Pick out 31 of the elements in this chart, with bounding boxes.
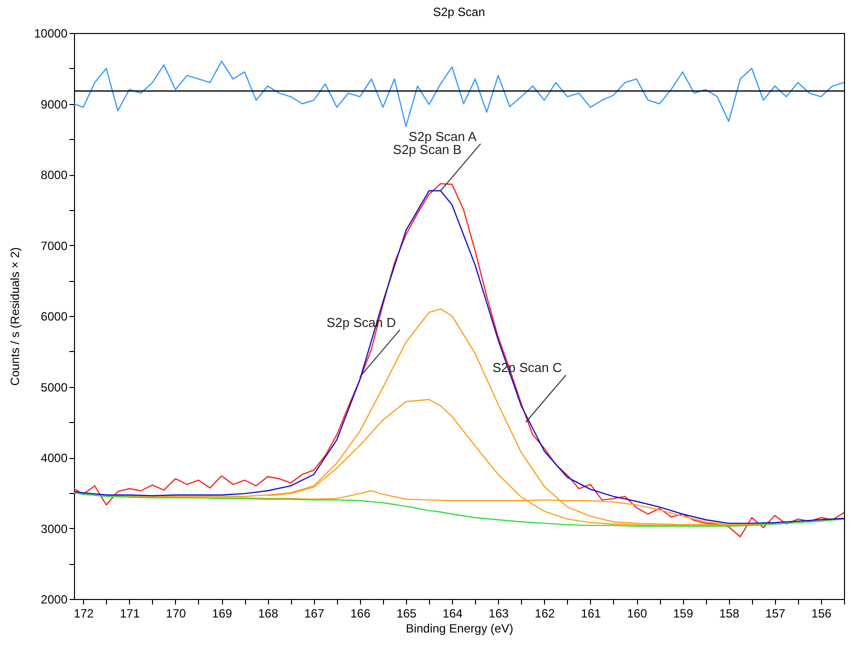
- y-tick-label: 4000: [40, 451, 68, 465]
- x-tick-label: 166: [350, 606, 371, 620]
- x-axis-title: Binding Energy (eV): [406, 622, 514, 636]
- x-tick-label: 159: [673, 606, 694, 620]
- x-tick-label: 163: [488, 606, 510, 620]
- x-tick-label: 167: [304, 606, 325, 620]
- x-tick-label: 170: [166, 606, 186, 620]
- x-tick-label: 162: [534, 606, 556, 620]
- y-tick-label: 8000: [40, 168, 68, 182]
- chart-title: S2p Scan: [432, 5, 486, 19]
- x-tick-label: 160: [627, 606, 648, 620]
- x-tick-label: 158: [719, 606, 740, 620]
- x-tick-label: 165: [396, 606, 417, 620]
- y-tick-label: 10000: [34, 26, 68, 40]
- y-tick-label: 2000: [40, 592, 68, 606]
- x-tick-label: 156: [811, 606, 832, 620]
- y-tick-label: 6000: [40, 310, 68, 324]
- x-tick-label: 161: [580, 606, 602, 620]
- x-tick-label: 168: [258, 606, 278, 620]
- x-tick-label: 172: [74, 606, 94, 620]
- y-tick-label: 9000: [40, 97, 68, 112]
- y-tick-label: 3000: [40, 522, 68, 536]
- y-axis-title: Counts / s (Residuals × 2): [8, 247, 22, 386]
- x-tick-label: 169: [212, 606, 232, 620]
- y-tick-label: 5000: [40, 380, 68, 394]
- annotation: S2p Scan A: [408, 128, 477, 144]
- x-tick-label: 171: [120, 606, 140, 620]
- y-tick-label: 7000: [40, 238, 68, 253]
- x-tick-label: 164: [442, 606, 463, 620]
- annotation: S2p Scan B: [392, 142, 462, 157]
- x-tick-label: 157: [765, 606, 786, 620]
